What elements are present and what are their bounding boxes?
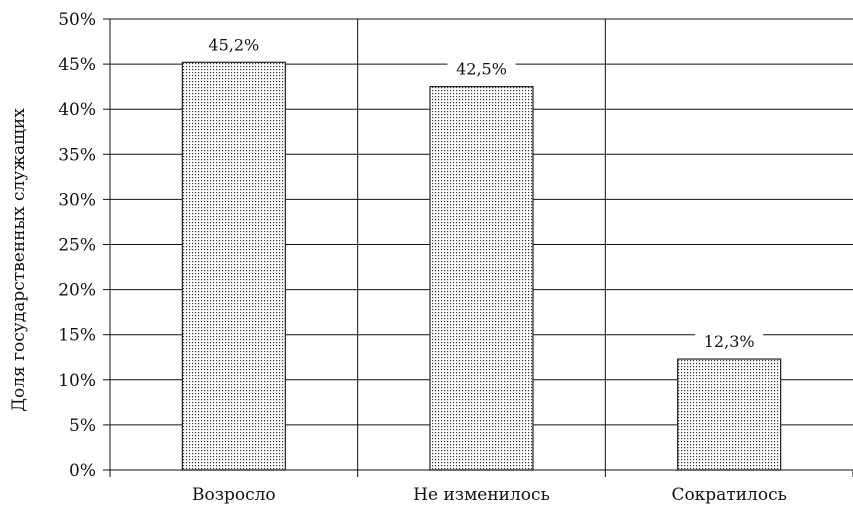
category-label: Сократилось xyxy=(671,485,786,505)
category-label: Не изменилось xyxy=(413,485,550,505)
y-axis-title: Доля государственных служащих xyxy=(9,108,29,412)
y-tick-label: 15% xyxy=(58,326,96,346)
axes xyxy=(109,19,853,471)
y-tick-label: 25% xyxy=(58,236,96,256)
y-tick-label: 50% xyxy=(58,10,96,30)
y-tick-label: 10% xyxy=(58,371,96,391)
data-label-backdrop xyxy=(199,33,268,57)
data-label: 12,3% xyxy=(704,332,755,351)
bar xyxy=(181,61,286,471)
data-label-backdrop xyxy=(447,57,516,81)
data-label: 45,2% xyxy=(208,35,259,54)
category-label: Возросло xyxy=(192,485,276,505)
data-label-backdrop xyxy=(695,330,764,354)
bars xyxy=(181,33,782,471)
y-tick-label: 20% xyxy=(58,281,96,301)
bar xyxy=(677,358,782,471)
y-tick-label: 40% xyxy=(58,100,96,120)
bar xyxy=(429,86,534,471)
labels: 0% 5% 10% 15% 20% 25% 30% 35% 40% 45% 50% 45,2% Возр… xyxy=(58,10,787,505)
y-tick-label: 45% xyxy=(58,55,96,75)
y-tick-label: 0% xyxy=(69,461,96,481)
y-tick-label: 30% xyxy=(58,190,96,210)
y-tick-label: 35% xyxy=(58,145,96,165)
data-label: 42,5% xyxy=(456,60,507,79)
y-tick-label: 5% xyxy=(69,416,96,436)
